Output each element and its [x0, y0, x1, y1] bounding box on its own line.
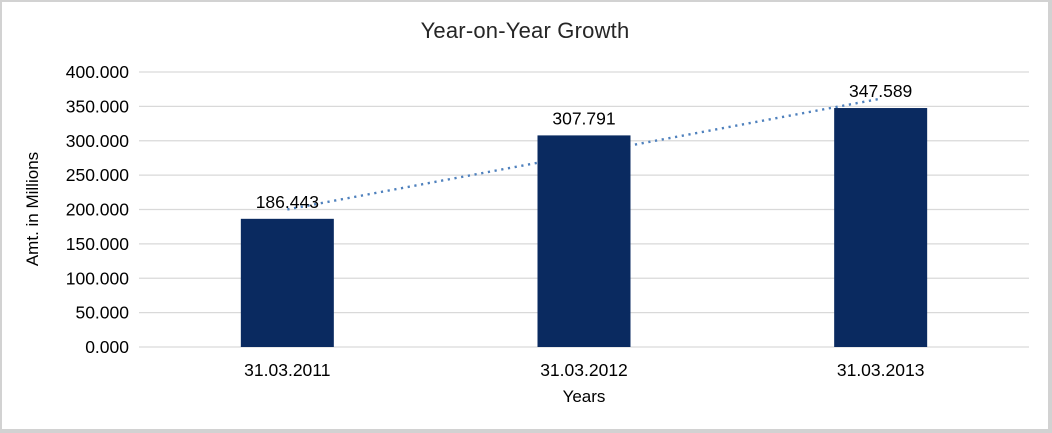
y-tick-label: 50.000	[75, 303, 129, 323]
data-label: 307.791	[552, 108, 615, 128]
y-tick-label: 200.000	[66, 200, 130, 220]
y-tick-label: 0.000	[85, 337, 129, 357]
bar-31.03.2012	[537, 135, 631, 347]
data-label: 186.443	[256, 192, 319, 212]
y-tick-label: 300.000	[66, 131, 130, 151]
y-tick-label: 250.000	[66, 165, 130, 185]
x-tick-label: 31.03.2011	[244, 360, 330, 380]
x-tick-label: 31.03.2012	[540, 360, 628, 380]
y-tick-label: 400.000	[66, 62, 130, 82]
y-tick-label: 350.000	[66, 96, 130, 116]
bar-31.03.2011	[240, 218, 334, 347]
x-axis-title: Years	[562, 387, 606, 406]
chart-title: Year-on-Year Growth	[420, 18, 630, 43]
bar-31.03.2013	[834, 108, 928, 347]
y-tick-label: 150.000	[66, 234, 130, 254]
x-tick-label: 31.03.2013	[837, 360, 925, 380]
y-tick-label: 100.000	[66, 268, 130, 288]
data-label: 347.589	[849, 81, 912, 101]
